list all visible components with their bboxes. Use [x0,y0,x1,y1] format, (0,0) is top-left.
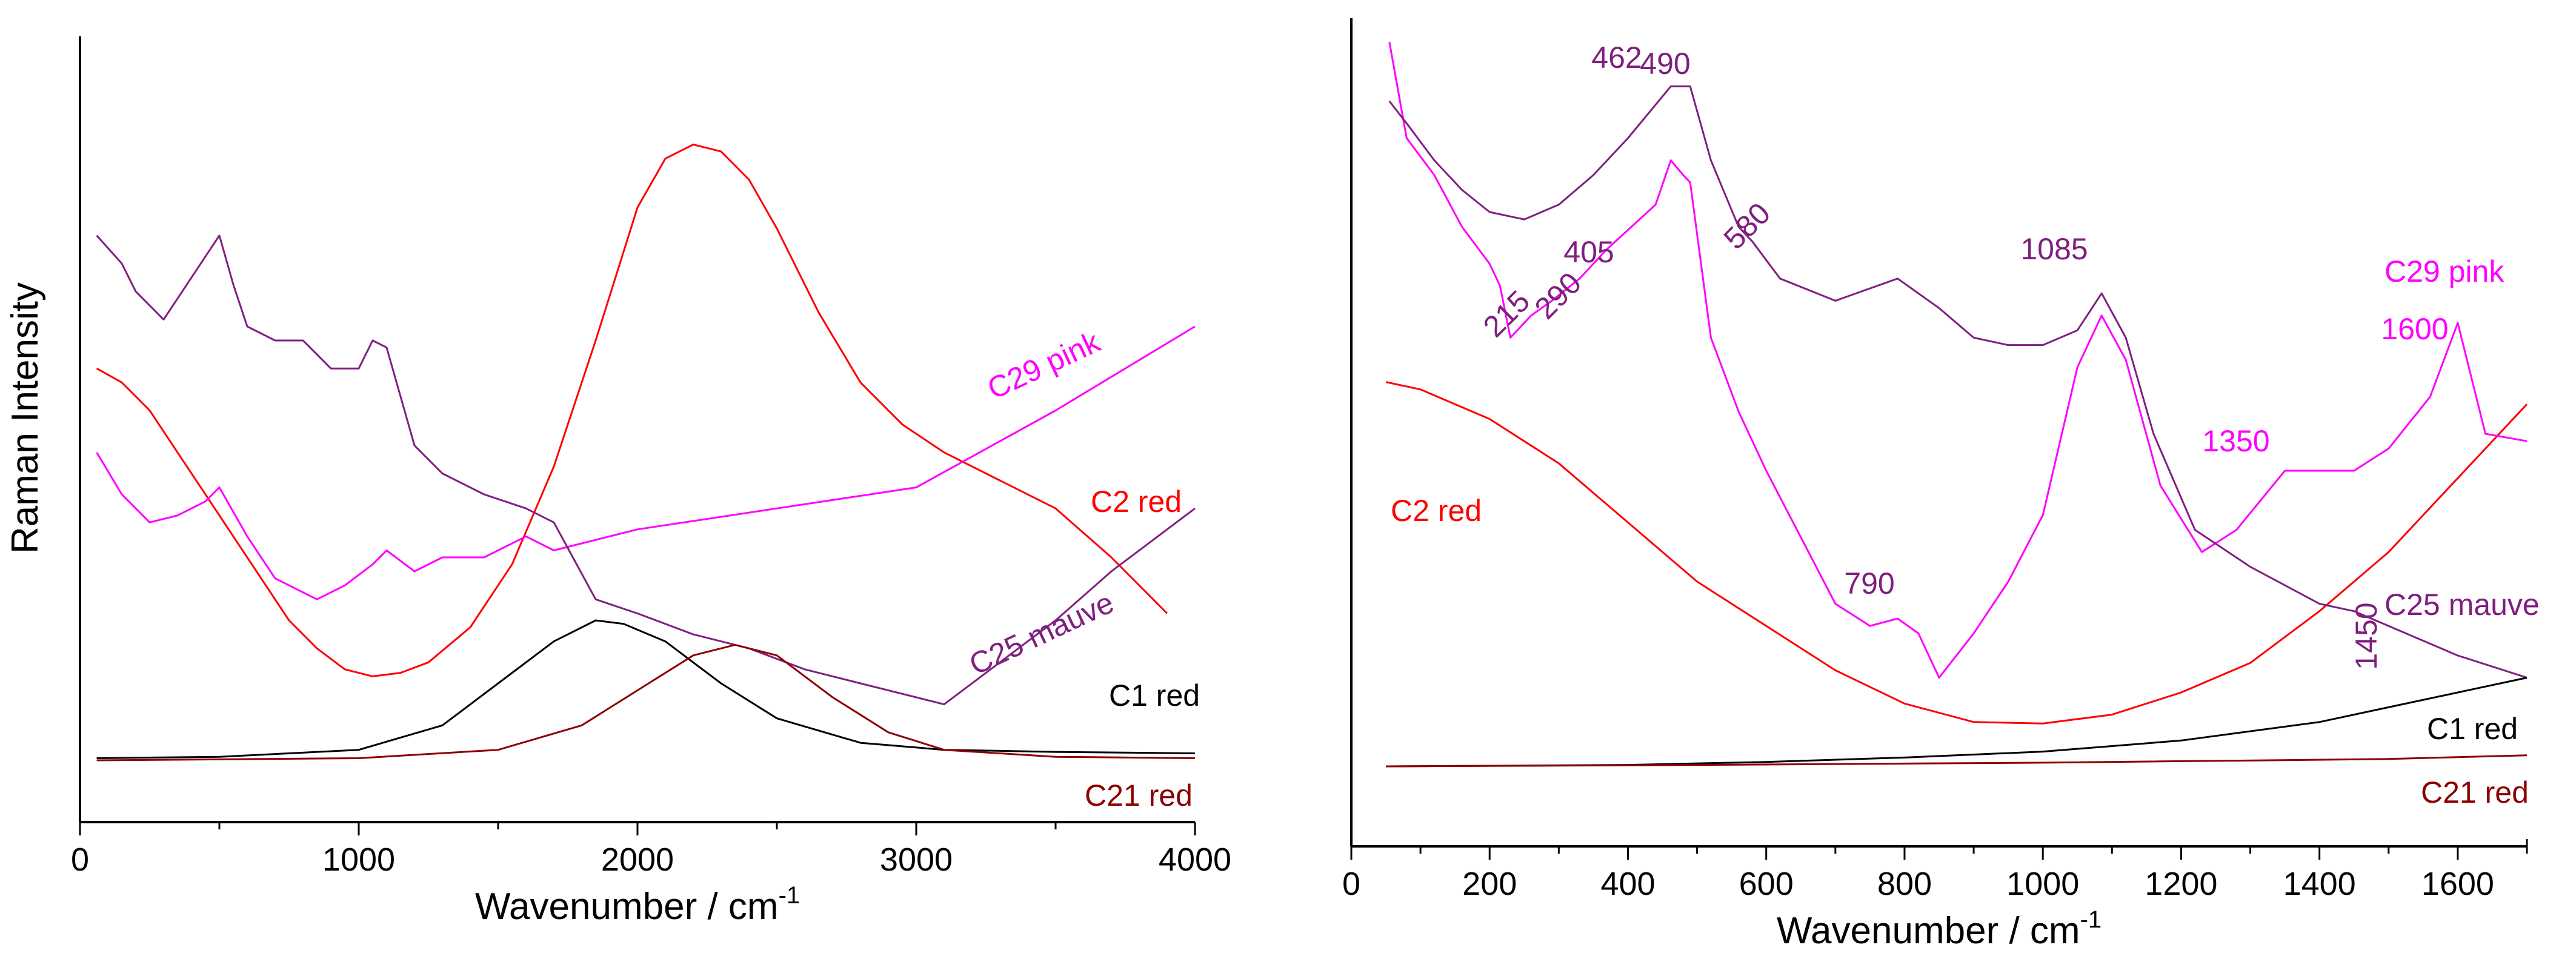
series-line-c25-mauve [1388,85,2528,679]
series-label-c25-mauve: C25 mauve [2385,588,2540,622]
x-tick-label-1000: 1000 [322,842,395,878]
series-line-c29-pink [1388,42,2528,679]
series-label-c25-mauve: C25 mauve [964,585,1119,682]
series-label-c1-red: C1 red [2427,712,2518,746]
series-label-c21-red: C21 red [1085,778,1193,812]
x-tick-label-1000: 1000 [2006,866,2079,902]
series-line-c2-red [96,144,1168,677]
x-tick-label-0: 0 [71,842,89,878]
x-axis-title: Wavenumber / cm-1 [475,882,800,928]
peak-label-1350: 1350 [2202,424,2269,458]
x-axis-title: Wavenumber / cm-1 [1777,906,2102,952]
x-tick-label-1600: 1600 [2421,866,2494,902]
series-label-c29-pink: C29 pink [2385,254,2504,288]
series-label-c2-red: C2 red [1391,494,1482,528]
x-tick-label-1200: 1200 [2145,866,2217,902]
peak-label-290: 290 [1528,266,1588,326]
peak-label-790: 790 [1844,566,1894,600]
x-tick-label-600: 600 [1739,866,1794,902]
series-line-c21-red [1386,754,2528,768]
x-tick-label-3000: 3000 [880,842,953,878]
right-panel: 0 200 400 600 800 1000 1200 1400 1600 Wavenumber … [1342,18,2540,952]
left-panel: 0 1000 2000 3000 4000 Wavenumber / cm-1 Raman … [4,36,1231,928]
x-tick-label-4000: 4000 [1159,842,1231,878]
x-tick-label-200: 200 [1462,866,1517,902]
y-axis-title: Raman Intensity [4,282,46,554]
peak-label-580: 580 [1717,196,1777,256]
series-label-c21-red: C21 red [2421,775,2529,809]
x-tick-label-2000: 2000 [601,842,674,878]
series-label-c2-red: C2 red [1091,485,1182,519]
series-label-c29-pink: C29 pink [982,324,1105,406]
peak-label-215: 215 [1477,284,1537,344]
series-label-c1-red: C1 red [1109,679,1200,712]
x-tick-label-400: 400 [1600,866,1655,902]
peak-label-1450: 1450 [2349,602,2383,669]
x-tick-label-800: 800 [1877,866,1932,902]
series-line-c1-red [1386,677,2528,768]
peak-label-405: 405 [1563,235,1614,269]
x-tick-label-0: 0 [1342,866,1360,902]
series-line-c25-mauve [96,234,1196,706]
peak-label-1085: 1085 [2020,232,2088,266]
series-line-c21-red [96,643,1196,762]
x-tick-label-1400: 1400 [2283,866,2356,902]
series-line-c1-red [96,619,1196,759]
peak-label-490: 490 [1640,47,1690,81]
series-line-c2-red [1385,381,2528,725]
series-line-c29-pink [96,325,1196,600]
peak-label-462: 462 [1591,41,1642,75]
peak-label-1600: 1600 [2381,312,2448,346]
